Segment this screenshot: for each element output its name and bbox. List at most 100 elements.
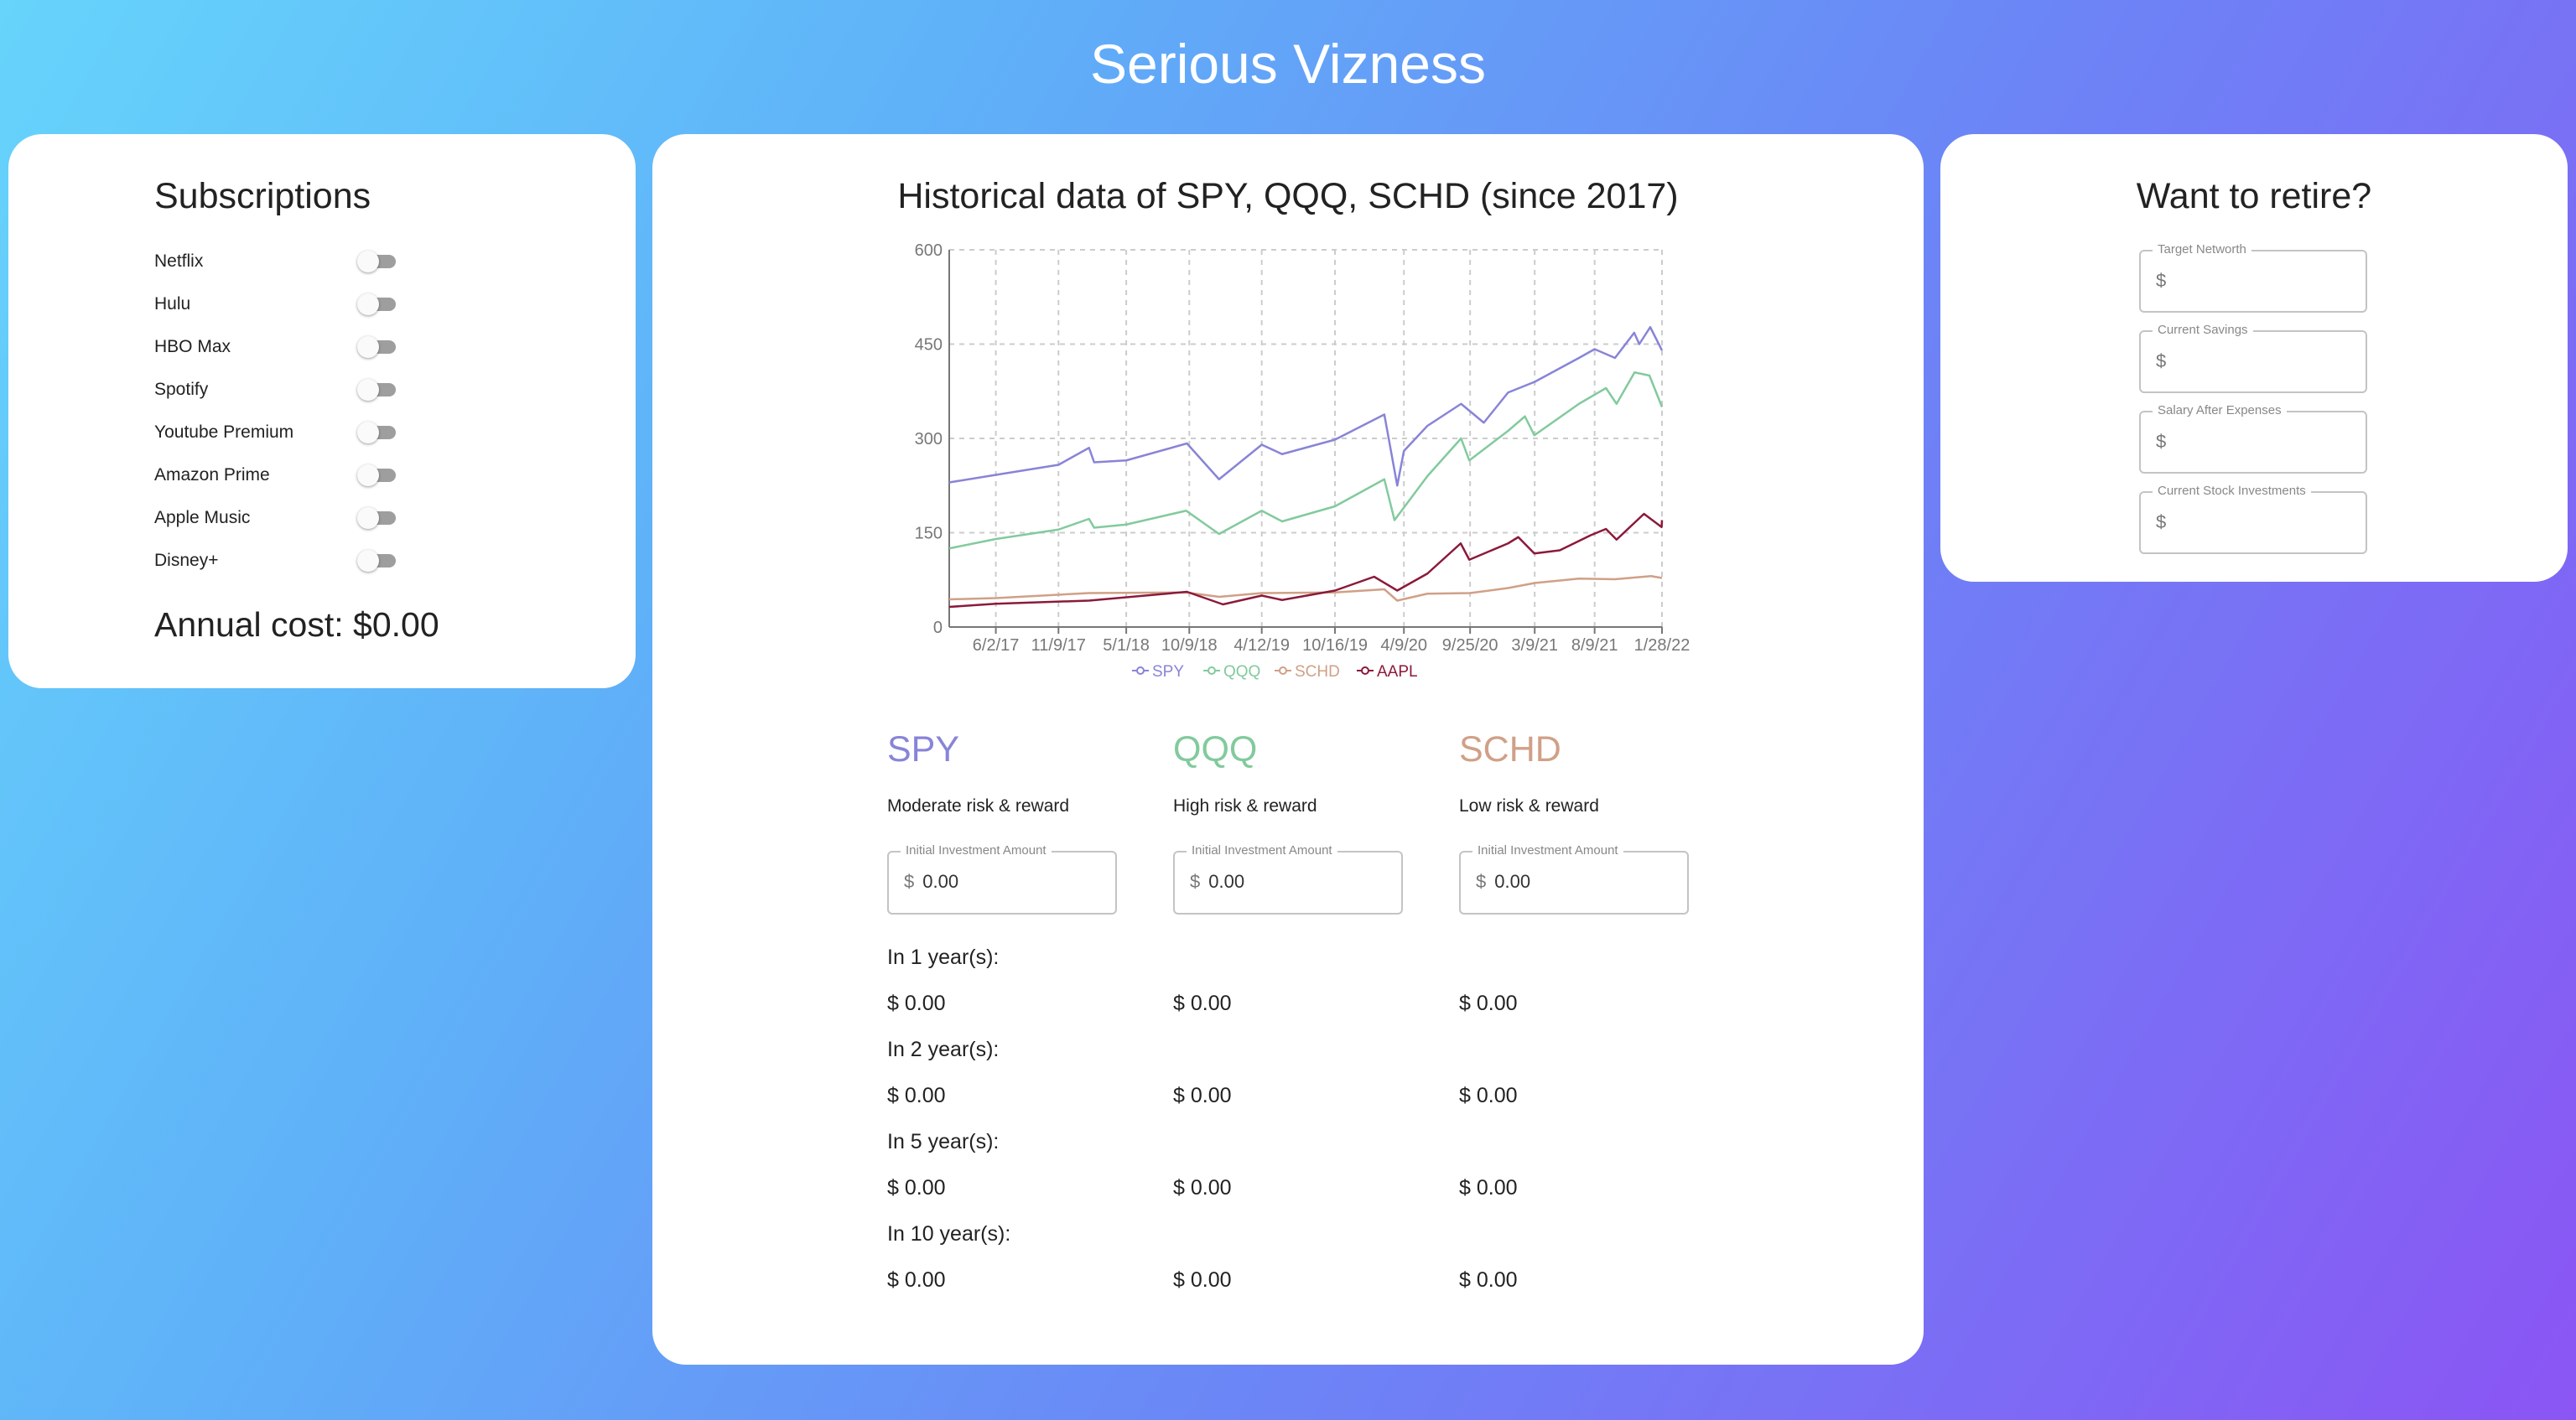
fund-name: SCHD <box>1459 729 1561 770</box>
subscription-row: Spotify <box>154 373 397 407</box>
subscriptions-title: Subscriptions <box>154 176 371 216</box>
app-title: Serious Vizness <box>1089 33 1487 95</box>
subscription-toggle[interactable] <box>357 293 397 315</box>
subscription-label: Apple Music <box>154 508 251 527</box>
fund-risk: Moderate risk & reward <box>887 796 1070 816</box>
subscription-toggle[interactable] <box>357 336 397 358</box>
legend-label: AAPL <box>1377 663 1418 681</box>
subscription-toggle[interactable] <box>357 251 397 272</box>
field-label: Current Stock Investments <box>2153 484 2311 498</box>
toggle-knob <box>357 507 379 529</box>
fund-name: QQQ <box>1173 729 1258 770</box>
x-tick-label: 11/9/17 <box>1031 636 1086 655</box>
fund-risk: Low risk & reward <box>1459 796 1599 816</box>
subscription-label: Spotify <box>154 380 209 399</box>
x-tick-label: 10/9/18 <box>1161 636 1218 655</box>
subscription-row: Apple Music <box>154 501 397 535</box>
y-tick-label: 150 <box>915 525 943 543</box>
toggle-knob <box>357 251 379 272</box>
initial-investment-input[interactable]: Initial Investment Amount $0.00 <box>1459 843 1689 915</box>
chart-title: Historical data of SPY, QQQ, SCHD (since… <box>897 176 1679 216</box>
subscription-label: Disney+ <box>154 551 219 570</box>
y-tick-label: 450 <box>915 336 943 355</box>
subscription-toggle[interactable] <box>357 379 397 401</box>
projection-value: $ 0.00 <box>1459 1084 1518 1107</box>
x-tick-label: 10/16/19 <box>1302 636 1368 655</box>
subscription-row: Disney+ <box>154 544 397 578</box>
currency-prefix: $ <box>2156 511 2167 532</box>
historical-card: Historical data of SPY, QQQ, SCHD (since… <box>652 134 1924 1365</box>
subscription-label: HBO Max <box>154 337 231 356</box>
x-tick-label: 6/2/17 <box>973 636 1020 655</box>
historical-chart: 0 150 300 450 600 6/2/17 11/9/17 5/1/18 10/9/18 4… <box>915 241 1690 681</box>
series-line-aapl <box>948 512 1664 609</box>
projection-value: $ 0.00 <box>1173 992 1232 1015</box>
subscription-row: Amazon Prime <box>154 459 397 492</box>
subscription-toggle[interactable] <box>357 422 397 443</box>
projection-value: $ 0.00 <box>1173 1084 1232 1107</box>
field-label: Initial Investment Amount <box>1472 843 1623 858</box>
currency-prefix: $ <box>904 871 915 892</box>
subscriptions-card: Subscriptions Netflix Hulu HBO Max Spoti… <box>8 134 636 688</box>
field-label: Initial Investment Amount <box>1187 843 1337 858</box>
projection-value: $ 0.00 <box>1459 992 1518 1015</box>
toggle-knob <box>357 422 379 443</box>
subscription-row: HBO Max <box>154 330 397 364</box>
x-tick-label: 8/9/21 <box>1571 636 1618 655</box>
projection-value: $ 0.00 <box>1173 1268 1232 1292</box>
subscription-toggle[interactable] <box>357 507 397 529</box>
currency-prefix: $ <box>2156 350 2167 371</box>
projection-label: In 5 year(s): <box>887 1130 1000 1153</box>
field-label: Target Networth <box>2153 242 2251 257</box>
x-tick-label: 3/9/21 <box>1511 636 1558 655</box>
retire-input[interactable]: Current Stock Investments $ <box>2139 484 2367 554</box>
toggle-knob <box>357 379 379 401</box>
projection-value: $ 0.00 <box>1459 1268 1518 1292</box>
field-value: 0.00 <box>1494 871 1531 892</box>
projection-value: $ 0.00 <box>887 1268 946 1292</box>
toggle-knob <box>357 464 379 486</box>
legend-label: QQQ <box>1223 663 1260 681</box>
field-label: Salary After Expenses <box>2153 403 2287 417</box>
subscription-label: Netflix <box>154 251 204 271</box>
retire-input[interactable]: Current Savings $ <box>2139 323 2367 393</box>
subscription-label: Youtube Premium <box>154 422 294 442</box>
subscription-label: Amazon Prime <box>154 465 270 485</box>
retire-input[interactable]: Target Networth $ <box>2139 242 2367 313</box>
toggle-knob <box>357 336 379 358</box>
projection-value: $ 0.00 <box>887 1084 946 1107</box>
initial-investment-input[interactable]: Initial Investment Amount $0.00 <box>887 843 1117 915</box>
projection-value: $ 0.00 <box>887 992 946 1015</box>
projection-value: $ 0.00 <box>1173 1176 1232 1200</box>
currency-prefix: $ <box>2156 270 2167 291</box>
subscription-row: Netflix <box>154 245 397 278</box>
projection-label: In 2 year(s): <box>887 1038 1000 1061</box>
fund-name: SPY <box>887 729 960 770</box>
projection-value: $ 0.00 <box>1459 1176 1518 1200</box>
currency-prefix: $ <box>2156 431 2167 452</box>
y-tick-label: 600 <box>915 241 943 260</box>
field-label: Initial Investment Amount <box>901 843 1052 858</box>
field-label: Current Savings <box>2153 323 2253 337</box>
subscription-row: Hulu <box>154 288 397 321</box>
legend-marker <box>1361 666 1369 675</box>
series-line-schd <box>948 575 1663 602</box>
currency-prefix: $ <box>1190 871 1201 892</box>
legend-marker <box>1208 666 1216 675</box>
x-tick-label: 4/9/20 <box>1380 636 1427 655</box>
fund-risk: High risk & reward <box>1173 796 1317 816</box>
x-tick-label: 5/1/18 <box>1103 636 1150 655</box>
subscription-toggle[interactable] <box>357 464 397 486</box>
retire-input[interactable]: Salary After Expenses $ <box>2139 403 2367 474</box>
toggle-knob <box>357 293 379 315</box>
initial-investment-input[interactable]: Initial Investment Amount $0.00 <box>1173 843 1403 915</box>
x-tick-label: 1/28/22 <box>1634 636 1690 655</box>
projection-label: In 10 year(s): <box>887 1222 1011 1246</box>
legend-marker <box>1136 666 1145 675</box>
field-value: 0.00 <box>922 871 959 892</box>
x-tick-label: 4/12/19 <box>1233 636 1290 655</box>
currency-prefix: $ <box>1476 871 1487 892</box>
y-tick-label: 300 <box>915 430 943 448</box>
subscription-toggle[interactable] <box>357 550 397 572</box>
retire-card: Want to retire? Target Networth $ Curren… <box>1940 134 2568 582</box>
